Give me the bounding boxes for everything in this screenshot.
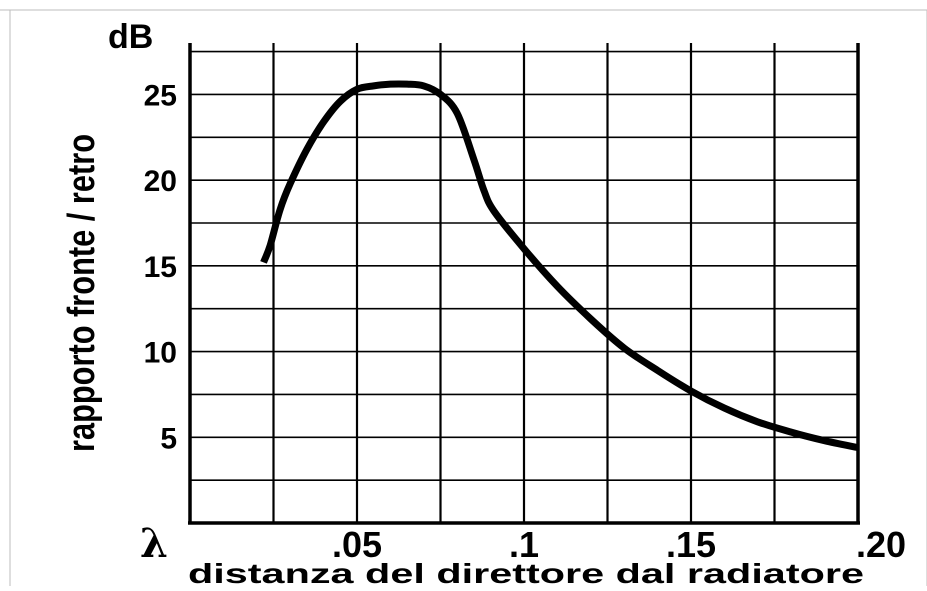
y-tick-label: 10	[144, 337, 177, 370]
x-tick-label: .05	[332, 524, 382, 565]
grid	[190, 43, 858, 523]
x-tick-label: .15	[666, 524, 716, 565]
y-unit-label: dB	[108, 18, 153, 56]
series-line	[260, 80, 859, 452]
x-axis-title: distanza del direttore dal radiatore	[188, 558, 864, 586]
x-unit-label: λ	[140, 520, 168, 567]
plot-frame	[188, 43, 860, 525]
y-tick-label: 20	[144, 165, 177, 198]
x-tick-labels: .05 .1 .15 .20	[332, 524, 906, 565]
series-layer	[260, 80, 859, 452]
y-axis-title: rapporto fronte / retro	[61, 134, 103, 452]
y-tick-label: 15	[144, 251, 177, 284]
x-tick-label: .20	[856, 524, 906, 565]
y-tick-labels: 5 10 15 20 25	[144, 79, 177, 455]
y-tick-label: 25	[144, 79, 177, 112]
x-tick-label: .1	[509, 524, 539, 565]
y-tick-label: 5	[160, 422, 177, 455]
